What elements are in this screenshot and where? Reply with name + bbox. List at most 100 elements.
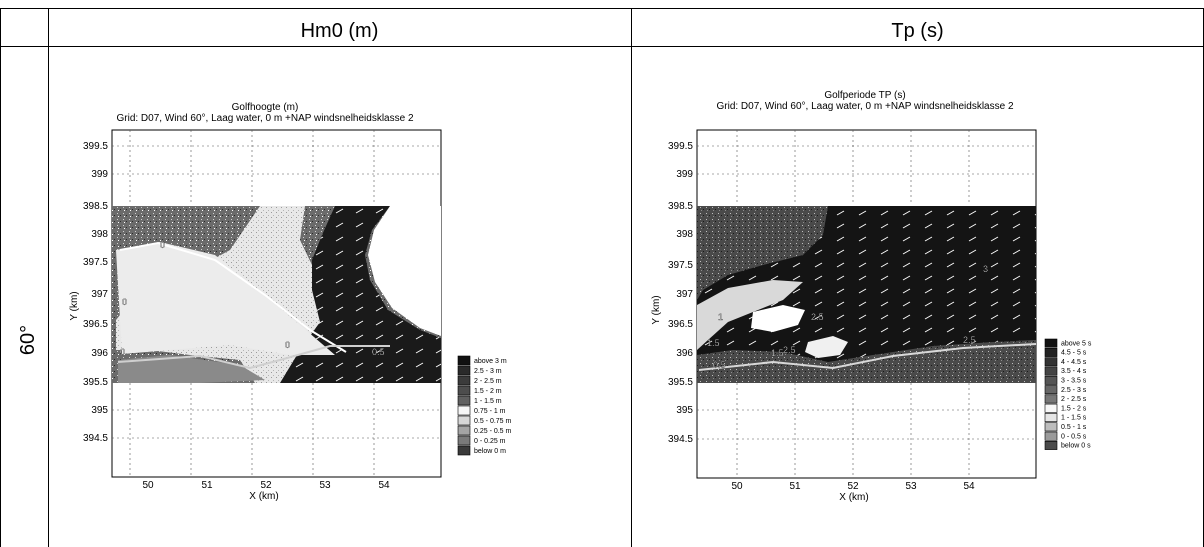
contour-label: 0 <box>285 340 290 350</box>
hm0-title-line2: Grid: D07, Wind 60°, Laag water, 0 m +NA… <box>116 113 413 124</box>
legend-swatch <box>1044 375 1058 385</box>
hm0-x-axis-label: X (km) <box>249 491 278 502</box>
legend-swatch <box>1044 347 1058 357</box>
contour-label: 2.5 <box>811 312 824 322</box>
tp-legend: above 5 s 4.5 - 5 s 4 - 4.5 s 3.5 - 4 s 3 - … <box>1044 338 1092 450</box>
legend-swatch <box>457 365 471 376</box>
legend-swatch <box>457 375 471 386</box>
legend-swatch <box>1044 413 1058 422</box>
y-tick-label: 395.5 <box>83 377 108 388</box>
contour-label: 2.5 <box>783 345 796 355</box>
y-tick-label: 398.5 <box>668 201 693 212</box>
y-tick-label: 395 <box>676 405 693 416</box>
legend-swatch <box>1044 338 1058 348</box>
legend-label: 1 - 1.5 m <box>474 398 502 405</box>
hm0-y-axis-label: Y (km) <box>69 291 80 320</box>
contour-label: 1.5 <box>771 348 784 358</box>
tp-y-axis-label: Y (km) <box>651 295 662 324</box>
column-header-hm0: Hm0 (m) <box>300 20 379 42</box>
legend-label: below 0 s <box>1061 443 1091 450</box>
legend-label: 1.5 - 2 m <box>474 388 502 395</box>
table-left-border <box>0 8 1 547</box>
legend-swatch <box>457 385 471 396</box>
column-header-tp: Tp (s) <box>891 20 944 42</box>
legend-label: 0.75 - 1 m <box>474 408 506 415</box>
legend-label: 1.5 - 2 s <box>1061 405 1087 412</box>
contour-label: 0 <box>120 347 125 357</box>
legend-swatch <box>457 405 471 416</box>
legend-swatch <box>457 445 471 456</box>
x-tick-label: 50 <box>731 481 743 492</box>
table-label-divider <box>48 8 49 547</box>
contour-label: 0 <box>122 297 127 307</box>
hm0-y-ticks: 399.5 399 398.5 398 397.5 397 396.5 396 … <box>83 141 108 444</box>
legend-label: above 3 m <box>474 358 507 365</box>
y-tick-label: 397 <box>91 289 108 300</box>
x-tick-label: 51 <box>201 480 213 491</box>
hm0-legend: above 3 m 2.5 - 3 m 2 - 2.5 m 1.5 - 2 m 1 - … <box>457 355 512 456</box>
legend-label: 3.5 - 4 s <box>1061 368 1087 375</box>
tp-gridlines <box>697 130 1036 478</box>
y-tick-label: 396.5 <box>83 319 108 330</box>
y-tick-label: 398.5 <box>83 201 108 212</box>
tp-map-panel: Golfperiode TP (s) Grid: D07, Wind 60°, … <box>651 90 1092 503</box>
legend-swatch <box>1044 385 1058 395</box>
hm0-colormap-field <box>112 206 441 383</box>
legend-swatch <box>1044 394 1058 404</box>
legend-swatch <box>457 355 471 366</box>
x-tick-label: 50 <box>142 480 154 491</box>
contour-label: 0.5 <box>713 360 726 370</box>
y-tick-label: 394.5 <box>668 434 693 445</box>
legend-label: 0 - 0.25 m <box>474 438 506 445</box>
legend-label: 0.5 - 0.75 m <box>474 418 512 425</box>
hm0-contour-labels: 0 0 0 0 0.5 <box>120 240 385 357</box>
y-tick-label: 399.5 <box>83 141 108 152</box>
y-tick-label: 396.5 <box>668 319 693 330</box>
legend-swatch <box>1044 440 1058 450</box>
legend-label: 2.5 - 3 s <box>1061 387 1087 394</box>
table-column-divider <box>631 8 632 547</box>
hm0-x-ticks: 50 51 52 53 54 <box>142 480 390 491</box>
y-tick-label: 394.5 <box>83 433 108 444</box>
y-tick-label: 399 <box>676 169 693 180</box>
legend-swatch <box>1044 357 1058 367</box>
legend-swatch <box>457 435 471 446</box>
tp-contour-labels: 3 2.5 1.5 2.5 1 0.5 2.5 1.5 <box>707 264 988 370</box>
tp-y-ticks: 399.5 399 398.5 398 397.5 397 396.5 396 … <box>668 141 693 445</box>
tp-x-axis-label: X (km) <box>839 492 868 503</box>
tp-title-line2: Grid: D07, Wind 60°, Laag water, 0 m +NA… <box>716 101 1013 112</box>
legend-label: 2 - 2.5 s <box>1061 396 1087 403</box>
y-tick-label: 397.5 <box>83 257 108 268</box>
legend-label: below 0 m <box>474 448 506 455</box>
x-tick-label: 51 <box>789 481 801 492</box>
legend-label: above 5 s <box>1061 340 1092 347</box>
x-tick-label: 52 <box>847 481 859 492</box>
y-tick-label: 398 <box>676 229 693 240</box>
contour-label: 0.5 <box>372 347 385 357</box>
legend-swatch <box>1044 366 1058 376</box>
legend-swatch <box>1044 431 1058 441</box>
x-tick-label: 54 <box>378 480 390 491</box>
legend-label: 4 - 4.5 s <box>1061 359 1087 366</box>
y-tick-label: 399 <box>91 169 108 180</box>
tp-x-ticks: 50 51 52 53 54 <box>731 481 975 492</box>
x-tick-label: 54 <box>963 481 975 492</box>
contour-label: 1 <box>718 312 723 322</box>
contour-label: 2.5 <box>963 335 976 345</box>
x-tick-label: 53 <box>905 481 917 492</box>
legend-label: 2 - 2.5 m <box>474 378 502 385</box>
legend-label: 0.5 - 1 s <box>1061 424 1087 431</box>
legend-swatch <box>457 415 471 426</box>
y-tick-label: 396 <box>91 348 108 359</box>
y-tick-label: 397 <box>676 289 693 300</box>
legend-label: 0 - 0.5 s <box>1061 433 1087 440</box>
y-tick-label: 396 <box>676 348 693 359</box>
y-tick-label: 398 <box>91 229 108 240</box>
y-tick-label: 397.5 <box>668 260 693 271</box>
hm0-title-line1: Golfhoogte (m) <box>232 102 299 113</box>
contour-label: 1.5 <box>707 338 720 348</box>
legend-swatch <box>1044 422 1058 432</box>
contour-label: 3 <box>983 264 988 274</box>
x-tick-label: 52 <box>260 480 272 491</box>
